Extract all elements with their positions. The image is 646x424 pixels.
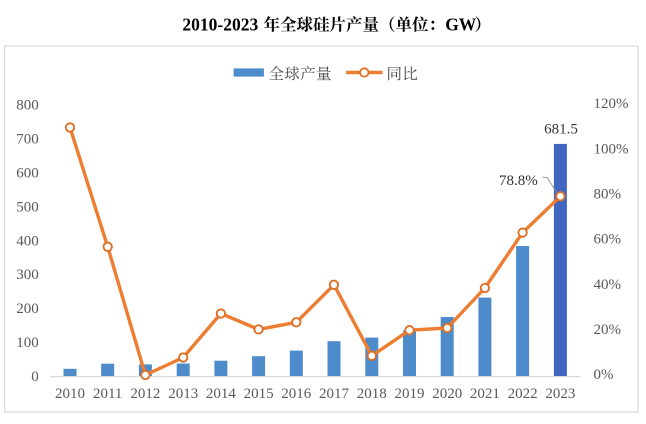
svg-text:40%: 40%	[594, 277, 622, 293]
svg-text:0: 0	[31, 369, 39, 385]
svg-text:2022: 2022	[508, 386, 538, 402]
svg-text:2014: 2014	[206, 386, 237, 402]
svg-text:2021: 2021	[470, 386, 500, 402]
svg-text:100%: 100%	[594, 141, 629, 157]
svg-text:700: 700	[16, 132, 39, 148]
svg-text:60%: 60%	[594, 232, 622, 248]
svg-text:2013: 2013	[168, 386, 198, 402]
svg-text:120%: 120%	[594, 96, 629, 112]
svg-text:GW: GW	[445, 14, 477, 34]
svg-text:2018: 2018	[357, 386, 387, 402]
svg-text:300: 300	[16, 267, 39, 283]
svg-text:681.5: 681.5	[544, 122, 578, 138]
svg-text:2019: 2019	[395, 386, 425, 402]
svg-text:2015: 2015	[244, 386, 274, 402]
svg-text:100: 100	[16, 335, 39, 351]
svg-text:2012: 2012	[130, 386, 160, 402]
svg-text:200: 200	[16, 301, 39, 317]
svg-text:80%: 80%	[594, 187, 622, 203]
svg-text:20%: 20%	[594, 322, 622, 338]
svg-text:500: 500	[16, 199, 39, 215]
svg-text:2011: 2011	[93, 386, 122, 402]
svg-text:2017: 2017	[319, 386, 350, 402]
svg-text:2020: 2020	[432, 386, 462, 402]
svg-text:800: 800	[16, 98, 39, 114]
svg-text:0%: 0%	[594, 367, 614, 383]
svg-text:2023: 2023	[545, 386, 575, 402]
svg-text:2016: 2016	[281, 386, 312, 402]
svg-text:78.8%: 78.8%	[499, 173, 538, 189]
svg-text:600: 600	[16, 165, 39, 181]
svg-text:400: 400	[16, 233, 39, 249]
svg-text:2010-2023: 2010-2023	[182, 14, 258, 34]
svg-text:2010: 2010	[55, 386, 85, 402]
